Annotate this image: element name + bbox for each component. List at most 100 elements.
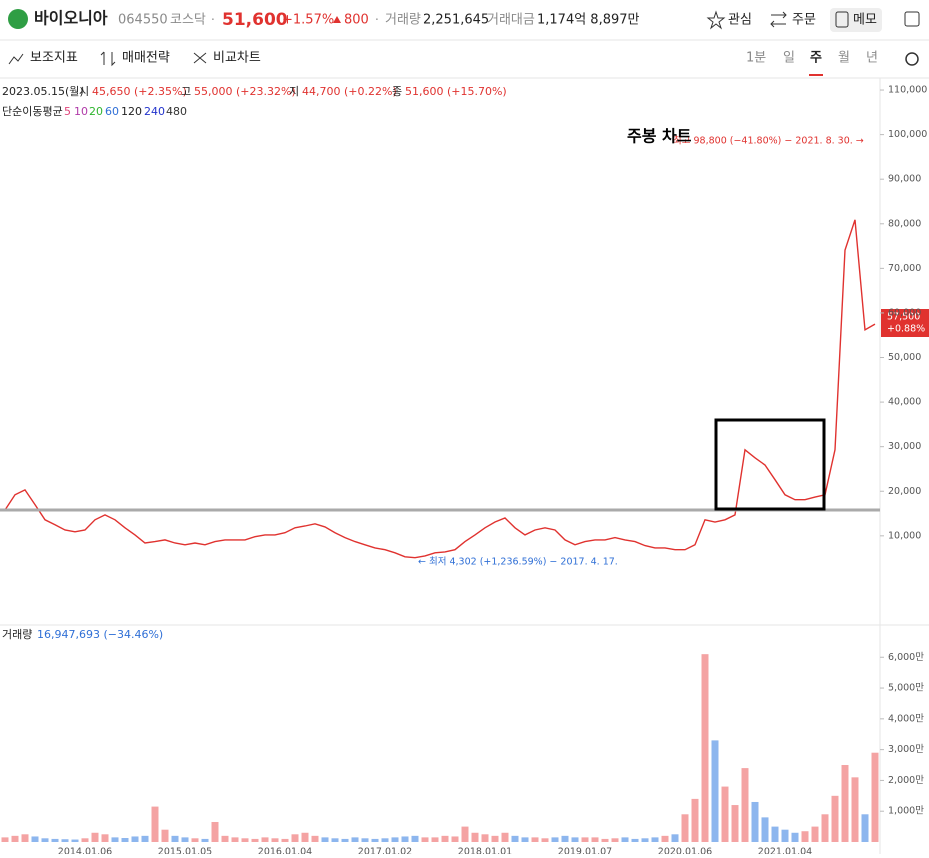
volume-bar <box>691 798 699 842</box>
memo-button-bg[interactable] <box>830 8 882 32</box>
volume-bar <box>91 832 99 842</box>
ma-period: 480 <box>166 105 187 118</box>
volume-bar <box>671 834 679 842</box>
volume-bar <box>211 821 219 842</box>
up-arrow <box>333 16 341 23</box>
volume-bar <box>831 795 839 842</box>
period[interactable]: 1분 <box>746 51 766 66</box>
highlight-box <box>714 418 826 511</box>
period[interactable]: 월 <box>838 51 850 66</box>
info-close: 51,600 (+15.70%) <box>405 85 507 98</box>
star-icon <box>706 10 726 30</box>
volume-bar <box>361 838 369 842</box>
volume-bar <box>841 765 849 842</box>
volume-bar <box>251 838 259 842</box>
volume-bar <box>611 838 619 842</box>
y-tick-label: 3,000만 <box>888 744 924 755</box>
volume-bar <box>871 752 879 842</box>
volume-bar <box>651 837 659 842</box>
volume-bar <box>351 837 359 842</box>
info-label: 고 <box>181 85 191 98</box>
volume-bar <box>401 836 409 842</box>
volume-bar <box>271 838 279 842</box>
y-tick-label: 40,000 <box>888 397 921 408</box>
period-active[interactable]: 주 <box>810 51 822 66</box>
volume-label: 거래량 <box>385 13 421 28</box>
y-tick-label: 30,000 <box>888 441 921 452</box>
volume-bar <box>51 838 59 842</box>
y-tick-label: 70,000 <box>888 263 921 274</box>
volume-bar <box>621 837 629 842</box>
y-tick-label: 1,000만 <box>888 806 924 817</box>
x-tick-label: 2020.01.06 <box>658 847 712 855</box>
ma-period: 10 <box>74 105 88 118</box>
volume-bar <box>721 786 729 842</box>
volume-bar <box>741 768 749 842</box>
volume-bar <box>511 835 519 842</box>
tool-indicator[interactable]: 보조지표 <box>30 51 78 66</box>
x-tick-label: 2014.01.06 <box>58 847 112 855</box>
y-tick-label: 110,000 <box>888 85 927 96</box>
volume-bar <box>421 837 429 842</box>
volume-bar <box>121 837 129 842</box>
tool-compare[interactable]: 비교차트 <box>213 51 261 66</box>
volume-bar <box>771 826 779 842</box>
volume-bar <box>131 836 139 842</box>
last-change: +0.88% <box>887 324 925 335</box>
info-date: 2023.05.15(월) <box>2 85 84 98</box>
volume-bar <box>581 837 589 842</box>
volume-bar <box>641 838 649 842</box>
period[interactable]: 일 <box>783 51 795 66</box>
tool-strategy[interactable]: 매매전략 <box>122 51 170 66</box>
volume-bar <box>11 835 19 842</box>
volume-bar <box>551 837 559 842</box>
volume-bar <box>411 835 419 842</box>
max-annotation: 최고 98,800 (−41.80%) − 2021. 8. 30. → <box>673 136 864 147</box>
button-order[interactable]: 주문 <box>792 13 816 28</box>
volume-bar <box>151 806 159 842</box>
x-tick-label: 2019.01.07 <box>558 847 612 855</box>
amount-label: 거래대금 <box>487 13 535 28</box>
order-icon <box>770 11 787 28</box>
volume-bar <box>821 814 829 842</box>
volume-bar <box>461 826 469 842</box>
volume-bar <box>711 740 719 842</box>
button-memo[interactable]: 메모 <box>853 13 877 28</box>
min-annotation: ← 최저 4,302 (+1,236.59%) − 2017. 4. 17. <box>418 557 618 568</box>
x-tick-label: 2017.01.02 <box>358 847 412 855</box>
chart-label: 주봉 차트 <box>627 127 692 146</box>
volume-bar <box>331 838 339 842</box>
separator: · <box>375 13 379 27</box>
volume-bar <box>21 834 29 842</box>
volume-bar <box>801 831 809 842</box>
volume-bar <box>441 835 449 842</box>
volume-bar <box>1 837 9 842</box>
volume-bar <box>531 837 539 842</box>
last-price: 57,500 <box>887 312 920 323</box>
button-watch[interactable]: 관심 <box>728 13 752 28</box>
x-tick-label: 2015.01.05 <box>158 847 212 855</box>
volume-bar <box>141 835 149 842</box>
volume-bar <box>31 836 39 842</box>
ma-period: 60 <box>105 105 119 118</box>
last-price-tag <box>881 309 929 337</box>
ma-period: 20 <box>89 105 103 118</box>
volume-bar <box>71 839 79 842</box>
volume-bar <box>541 838 549 842</box>
ma-period: 120 <box>121 105 142 118</box>
volume-bar <box>811 826 819 842</box>
period[interactable]: 년 <box>866 51 878 66</box>
y-tick-label: 50,000 <box>888 352 921 363</box>
volume-bar <box>561 835 569 842</box>
volume-bar <box>471 832 479 842</box>
settings-icon[interactable] <box>905 52 919 66</box>
ma-period: 5 <box>64 105 71 118</box>
volume-bar <box>181 837 189 842</box>
info-open: 45,650 (+2.35%) <box>92 85 187 98</box>
stock-logo <box>8 9 28 29</box>
amount: 1,174억 8,897만 <box>537 13 640 28</box>
panel-icon[interactable] <box>904 11 920 27</box>
volume-bar <box>111 837 119 842</box>
